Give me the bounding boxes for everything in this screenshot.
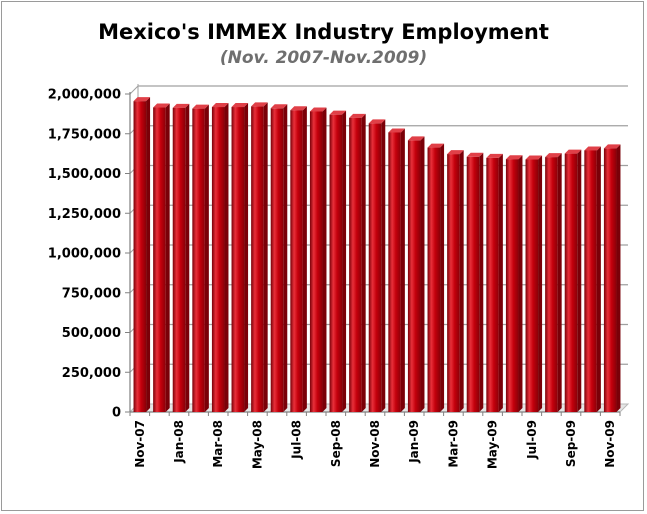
y-tick-label: 1,250,000 <box>48 207 121 222</box>
bar-Feb-08 <box>192 104 209 413</box>
bar-Nov-08 <box>368 119 386 412</box>
bar-Feb-09 <box>427 143 445 412</box>
chart-title: Mexico's IMMEX Industry Employment <box>98 20 549 44</box>
y-tick-label: 1,750,000 <box>48 127 121 142</box>
x-tick-label: Mar-09 <box>446 420 460 468</box>
y-tick-label: 0 <box>112 406 121 421</box>
x-axis-tick-labels: Nov-07 Jan-08 Mar-08 May-08 Jul-08 Sep-08 Nov-… <box>133 420 617 469</box>
bar-Mar-08 <box>211 103 229 413</box>
bar-Aug-09 <box>545 153 562 413</box>
x-tick-label: Mar-08 <box>211 420 225 468</box>
bar-Oct-08 <box>349 113 366 412</box>
bar-Jun-09 <box>505 155 523 412</box>
y-tick-label: 1,000,000 <box>48 247 121 262</box>
bar-Apr-08 <box>231 103 249 413</box>
bar-May-09 <box>486 153 503 412</box>
bar-May-08 <box>251 102 268 412</box>
bar-Apr-09 <box>466 152 484 412</box>
chart-subtitle: (Nov. 2007-Nov.2009) <box>219 48 428 68</box>
y-tick-label: 2,000,000 <box>48 88 121 103</box>
x-tick-label: Jan-09 <box>407 420 421 464</box>
x-tick-label: Jan-08 <box>172 420 186 464</box>
bar-Nov-09 <box>603 144 621 413</box>
x-tick-label: Sep-08 <box>329 420 343 467</box>
y-tick-label: 1,500,000 <box>48 167 121 182</box>
bar-Mar-09 <box>447 150 464 413</box>
x-tick-label: Nov-09 <box>603 420 617 468</box>
bar-Jan-08 <box>172 103 190 412</box>
x-tick-label: Jul-09 <box>525 420 539 460</box>
bar-Sep-09 <box>564 149 582 412</box>
x-tick-label: Nov-07 <box>133 420 147 468</box>
bar-Dec-08 <box>388 128 405 412</box>
bar-Jun-08 <box>270 104 288 412</box>
bar-Oct-09 <box>584 146 601 412</box>
bar-Sep-08 <box>329 110 347 413</box>
x-tick-label: Nov-08 <box>368 420 382 468</box>
bar-Aug-08 <box>309 107 327 413</box>
bar-Jan-09 <box>407 136 425 413</box>
y-axis-tick-labels: 0 250,000 500,000 750,000 1,000,000 1,250,000… <box>48 88 121 421</box>
bar-Jul-09 <box>525 155 543 412</box>
y-tick-label: 500,000 <box>62 326 121 341</box>
x-tick-label: May-08 <box>250 420 264 469</box>
x-tick-label: May-09 <box>486 420 500 469</box>
y-tick-label: 250,000 <box>62 366 121 381</box>
x-tick-label: Jul-08 <box>290 420 304 460</box>
bars <box>133 97 621 413</box>
y-tick-label: 750,000 <box>62 286 121 301</box>
bar-Jul-08 <box>290 106 307 412</box>
bar-Nov-07 <box>133 97 151 412</box>
x-tick-label: Sep-09 <box>564 420 578 467</box>
gridline-connector <box>129 85 139 95</box>
bar-Dec-07 <box>153 103 170 412</box>
